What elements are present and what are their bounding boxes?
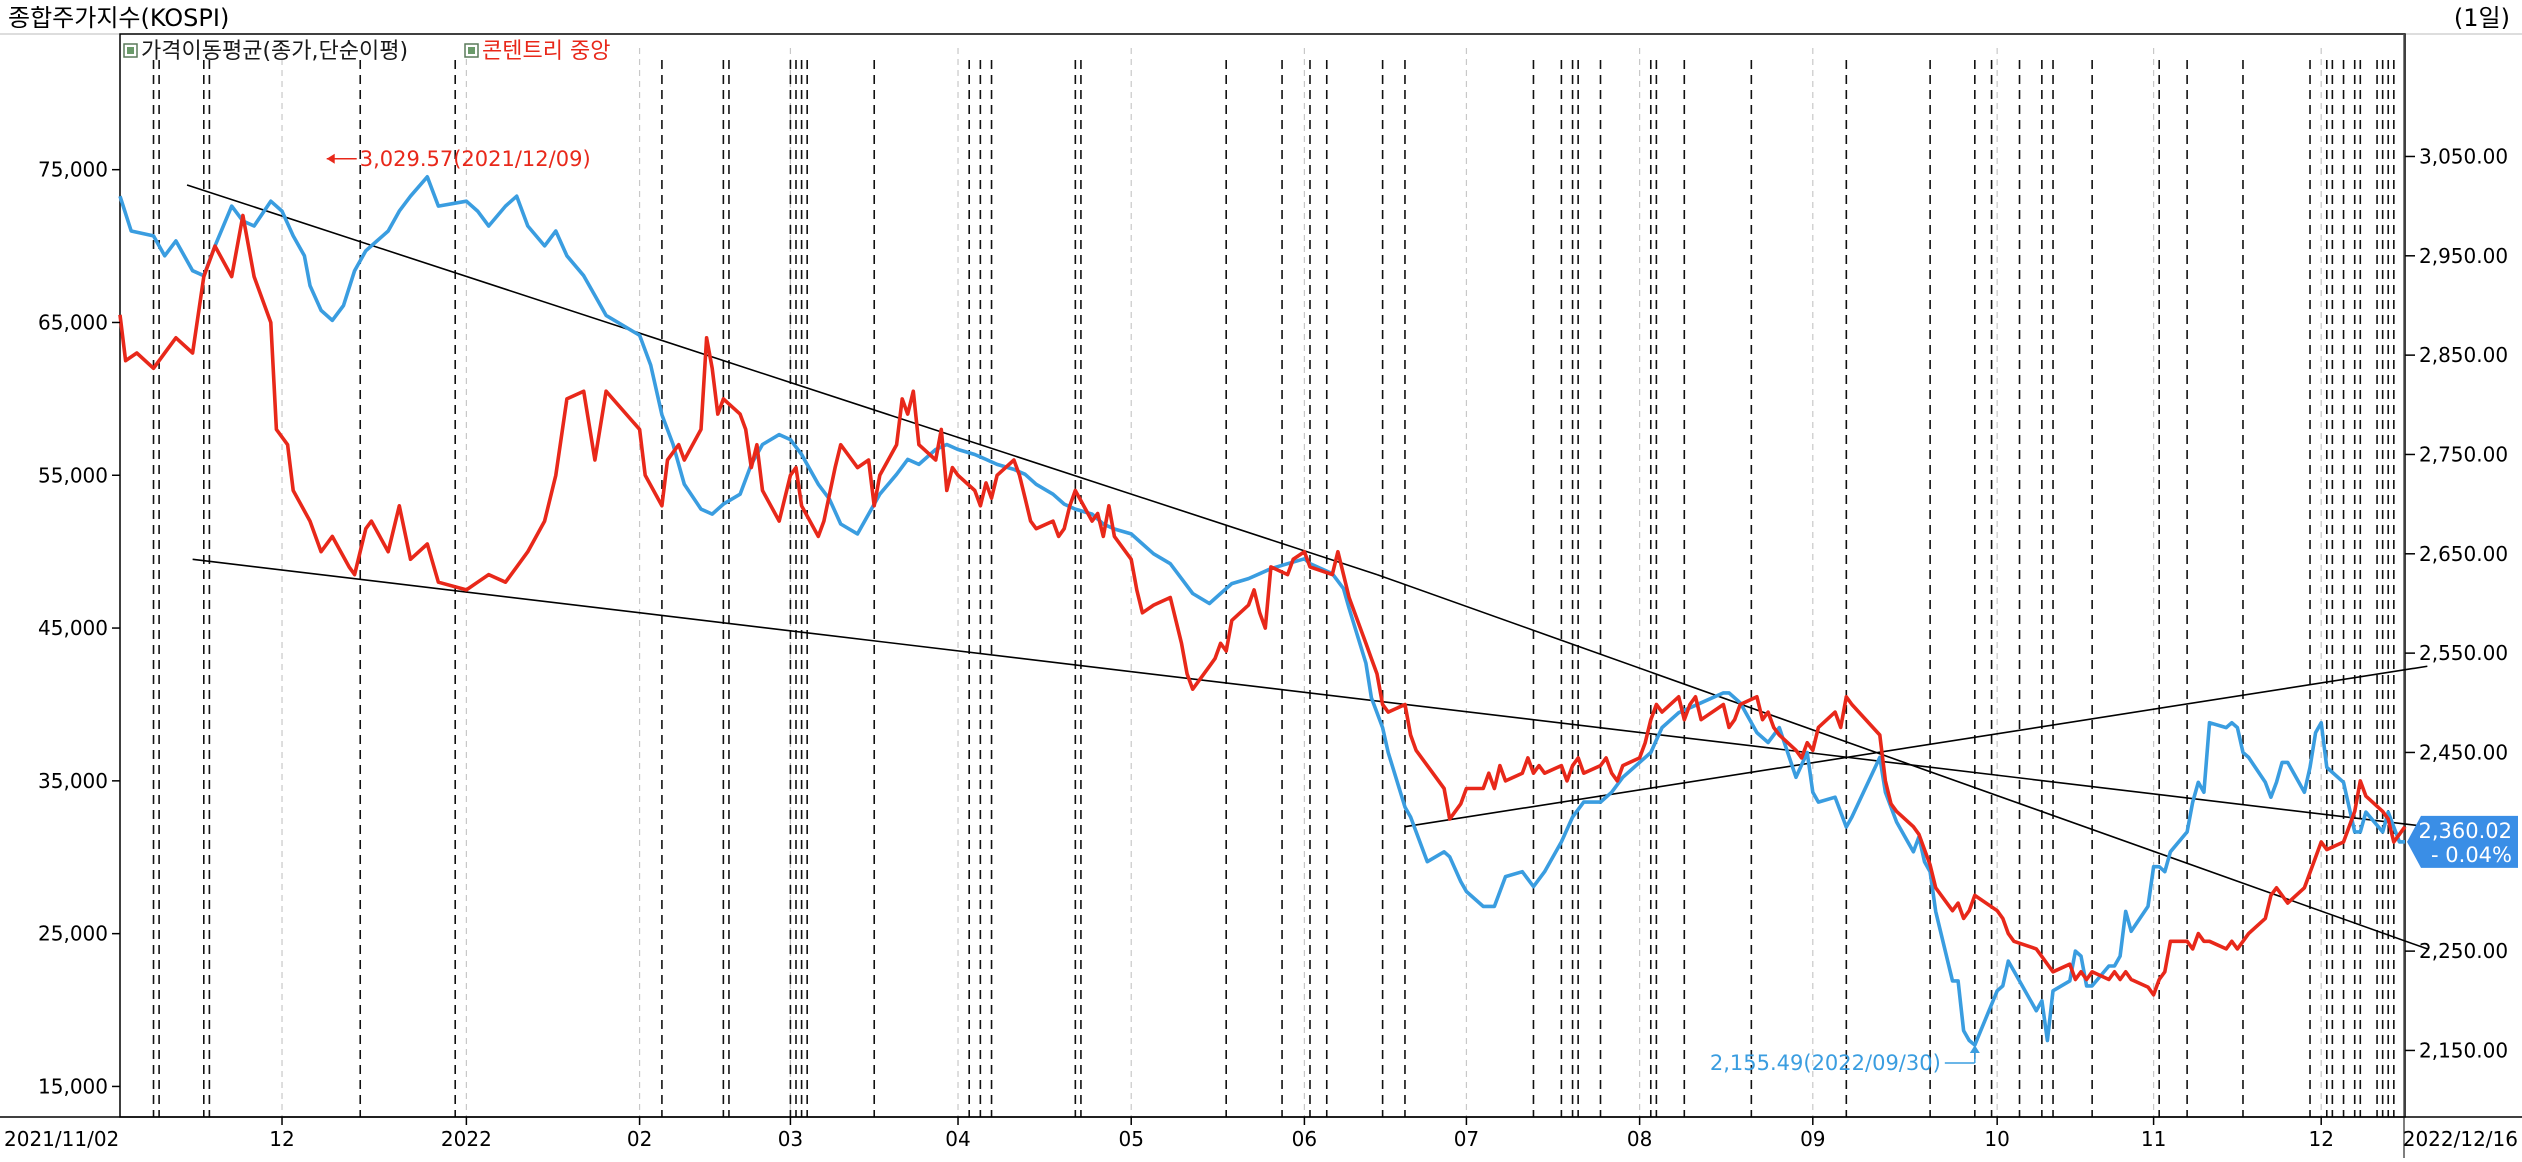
current-value-price: 2,360.02	[2418, 819, 2512, 843]
legend-label-contentree: 콘텐트리 중앙	[482, 39, 610, 64]
right-axis-tick-label: 2,150.00	[2419, 1038, 2508, 1062]
current-value-badge-bg	[2407, 815, 2518, 868]
right-axis-tick-label: 2,650.00	[2419, 542, 2508, 566]
x-axis-tick-label: 12	[269, 1127, 294, 1151]
x-axis-tick-label: 03	[778, 1127, 803, 1151]
left-axis-tick-label: 25,000	[38, 922, 108, 946]
left-axis-tick-label: 35,000	[38, 769, 108, 793]
right-axis-tick-label: 2,750.00	[2419, 442, 2508, 466]
legend-check-mark-icon	[468, 47, 475, 54]
legend-label-moving-average: 가격이동평균(종가,단순이평)	[141, 39, 408, 64]
x-axis-tick-label: 08	[1627, 1127, 1652, 1151]
right-axis-tick-label: 2,450.00	[2419, 740, 2508, 764]
chart-title: 종합주가지수(KOSPI)	[8, 4, 229, 32]
annotation-arrow-icon	[326, 153, 335, 164]
contentree-price-line	[118, 213, 2407, 997]
right-axis-tick-label: 2,950.00	[2419, 244, 2508, 268]
annotation-low-label: 2,155.49(2022/09/30)	[1710, 1051, 1941, 1075]
legend-check-mark-icon	[127, 47, 134, 54]
left-axis-tick-label: 45,000	[38, 616, 108, 640]
x-axis-tick-label: 06	[1292, 1127, 1317, 1151]
kospi-index-line	[118, 175, 2406, 1047]
trend-line	[192, 558, 2428, 828]
period-label: (1일)	[2454, 4, 2510, 32]
x-axis-tick-label: 2022	[441, 1127, 492, 1151]
left-axis-tick-label: 65,000	[38, 310, 108, 334]
x-axis-tick-label: 2021/11/02	[4, 1127, 119, 1151]
right-axis-tick-label: 2,250.00	[2419, 939, 2508, 963]
x-axis-tick-label: 07	[1454, 1127, 1479, 1151]
trend-line	[186, 184, 1378, 576]
trend-line	[1376, 573, 2428, 950]
x-axis-tick-label: 10	[1984, 1127, 2009, 1151]
annotation-high-label: 3,029.57(2021/12/09)	[360, 147, 591, 171]
x-axis-tick-label: 09	[1800, 1127, 1825, 1151]
x-axis-tick-label: 11	[2141, 1127, 2166, 1151]
current-value-change: - 0.04%	[2431, 843, 2512, 867]
right-axis-tick-label: 2,550.00	[2419, 641, 2508, 665]
x-axis-tick-label: 2022/12/16	[2403, 1127, 2518, 1151]
x-axis-tick-label: 12	[2308, 1127, 2333, 1151]
left-axis-tick-label: 75,000	[38, 158, 108, 182]
x-axis-tick-label: 02	[627, 1127, 652, 1151]
right-axis-tick-label: 2,850.00	[2419, 343, 2508, 367]
x-axis-tick-label: 04	[945, 1127, 970, 1151]
right-axis-tick-label: 3,050.00	[2419, 144, 2508, 168]
left-axis-tick-label: 15,000	[38, 1074, 108, 1098]
current-value-badge: 2,360.02- 0.04%	[2407, 815, 2518, 868]
left-axis-tick-label: 55,000	[38, 463, 108, 487]
trend-line	[1404, 665, 2428, 828]
annotation-arrow-icon	[1969, 1044, 1980, 1053]
x-axis-tick-label: 05	[1118, 1127, 1143, 1151]
